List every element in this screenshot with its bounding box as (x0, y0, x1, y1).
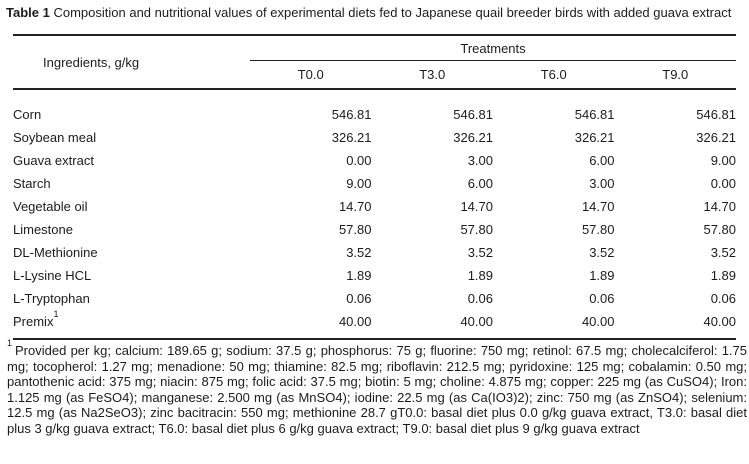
value-cell: 326.21 (453, 130, 493, 145)
table-caption-text: Composition and nutritional values of ex… (53, 5, 732, 20)
value-cell: 14.70 (338, 199, 372, 214)
value-cell: 546.81 (331, 107, 372, 122)
value-cell: 1.89 (467, 268, 493, 283)
ingredient-name-text: Premix (13, 314, 54, 329)
ingredient-name: L-Lysine HCL (13, 268, 92, 283)
value-cell: 546.81 (574, 107, 615, 122)
table-row: L-Lysine HCL 1.89 1.89 1.89 1.89 (13, 264, 736, 287)
table-footnote: 1Provided per kg; calcium: 189.65 g; sod… (7, 338, 747, 437)
table-body: Corn 546.81 546.81 546.81 546.81 Soybean… (13, 89, 737, 340)
value-cell: 3.52 (467, 245, 493, 260)
ingredient-name: Vegetable oil (13, 199, 88, 214)
value-cell: 14.70 (703, 199, 737, 214)
value-cell: 3.52 (589, 245, 615, 260)
value-cell: 3.52 (346, 245, 372, 260)
value-cell: 40.00 (493, 310, 615, 340)
value-cell: 326.21 (696, 130, 737, 145)
value-cell: 3.00 (467, 153, 493, 168)
value-cell: 326.21 (574, 130, 615, 145)
value-cell: 546.81 (453, 107, 493, 122)
ingredient-name: DL-Methionine (13, 245, 98, 260)
value-cell: 57.80 (703, 222, 737, 237)
value-cell: 9.00 (346, 176, 372, 191)
value-cell: 40.00 (614, 310, 737, 340)
ingredient-name: Corn (13, 107, 42, 122)
value-cell: 546.81 (696, 107, 737, 122)
ingredient-name: Guava extract (13, 153, 94, 168)
value-cell: 3.00 (589, 176, 615, 191)
page: Table 1 Composition and nutritional valu… (6, 5, 747, 437)
ingredient-name: L-Tryptophan (13, 291, 90, 306)
value-cell: 326.21 (331, 130, 372, 145)
value-cell: 3.52 (710, 245, 737, 260)
table-caption-label: Table 1 (6, 5, 50, 20)
diet-composition-table: Ingredients, g/kg Treatments T0.0 T3.0 T… (13, 34, 737, 340)
column-header-t6: T6.0 (493, 60, 615, 90)
table-row: DL-Methionine 3.52 3.52 3.52 3.52 (13, 241, 736, 264)
value-cell: 0.06 (710, 291, 737, 306)
value-cell: 0.00 (346, 153, 372, 168)
value-cell: 1.89 (346, 268, 372, 283)
table-caption: Table 1 Composition and nutritional valu… (6, 5, 744, 21)
column-header-t0: T0.0 (250, 60, 372, 90)
value-cell: 57.80 (338, 222, 372, 237)
table-row: Starch 9.00 6.00 3.00 0.00 (13, 172, 736, 195)
table-row: Premix1 40.00 40.00 40.00 40.00 (13, 308, 737, 340)
footnote-marker-superscript: 1 (53, 308, 59, 319)
column-header-t3: T3.0 (371, 60, 493, 90)
value-cell: 6.00 (589, 153, 615, 168)
value-cell: 14.70 (460, 199, 493, 214)
table-row: Guava extract 0.00 3.00 6.00 9.00 (13, 149, 736, 172)
ingredient-name: Starch (13, 176, 51, 191)
footnote-marker: 1 (7, 337, 13, 348)
value-cell: 40.00 (250, 310, 372, 340)
value-cell: 40.00 (371, 310, 493, 340)
value-cell: 57.80 (460, 222, 493, 237)
value-cell: 0.06 (346, 291, 372, 306)
value-cell: 0.06 (589, 291, 615, 306)
value-cell: 0.00 (710, 176, 737, 191)
table-row: Limestone 57.80 57.80 57.80 57.80 (13, 218, 736, 241)
value-cell: 6.00 (467, 176, 493, 191)
treatments-group-header: Treatments (250, 34, 737, 61)
ingredient-name: Limestone (13, 222, 73, 237)
ingredient-name: Premix1 (13, 308, 250, 340)
ingredients-column-header: Ingredients, g/kg (13, 34, 250, 90)
value-cell: 1.89 (589, 268, 615, 283)
value-cell: 9.00 (710, 153, 737, 168)
value-cell: 57.80 (581, 222, 615, 237)
column-header-t9: T9.0 (614, 60, 737, 90)
value-cell: 1.89 (710, 268, 737, 283)
value-cell: 0.06 (467, 291, 493, 306)
table-row: Vegetable oil 14.70 14.70 14.70 14.70 (13, 195, 736, 218)
footnote-text: Provided per kg; calcium: 189.65 g; sodi… (7, 343, 747, 436)
table-row: L-Tryptophan 0.06 0.06 0.06 0.06 (13, 287, 736, 310)
table-header: Ingredients, g/kg Treatments T0.0 T3.0 T… (13, 34, 737, 90)
table-row: Corn 546.81 546.81 546.81 546.81 (13, 89, 736, 126)
ingredient-name: Soybean meal (13, 130, 97, 145)
value-cell: 14.70 (581, 199, 615, 214)
table-row: Soybean meal 326.21 326.21 326.21 326.21 (13, 126, 736, 149)
